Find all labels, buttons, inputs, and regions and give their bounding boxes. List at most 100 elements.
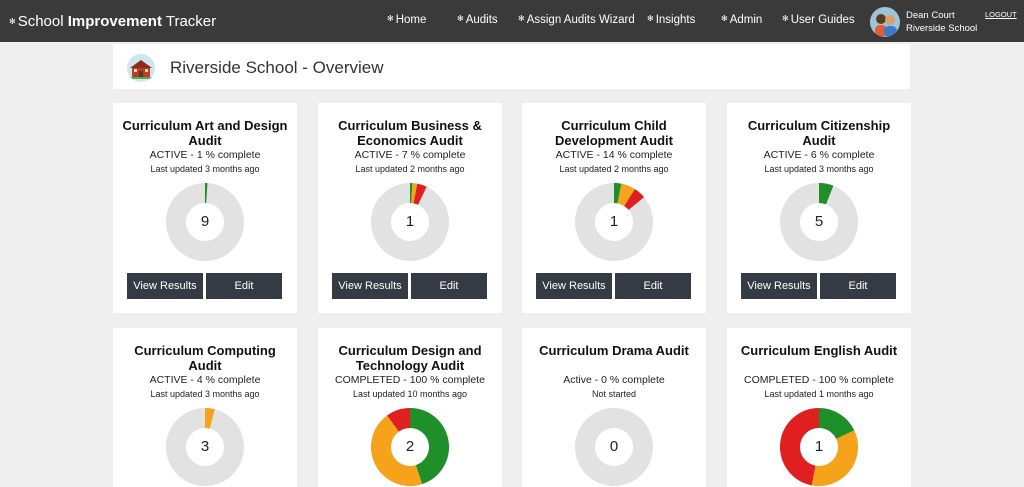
brand-suffix: Tracker bbox=[165, 13, 217, 30]
card-updated: Last updated 3 months ago bbox=[150, 164, 260, 174]
logout-link[interactable]: LOGOUT bbox=[985, 10, 1017, 19]
audit-card: Curriculum Computing Audit ACTIVE - 4 % … bbox=[113, 328, 297, 487]
card-status: ACTIVE - 6 % complete bbox=[763, 149, 875, 161]
star-icon: ✻ bbox=[721, 14, 728, 23]
school-icon bbox=[127, 54, 155, 82]
card-title: Curriculum Drama Audit bbox=[539, 343, 689, 358]
donut-count: 9 bbox=[200, 213, 210, 230]
donut-hole bbox=[187, 204, 223, 240]
nav-home[interactable]: ✻ Home bbox=[387, 14, 426, 26]
edit-button[interactable]: Edit bbox=[206, 273, 282, 299]
nav-insights-label: Insights bbox=[655, 14, 696, 26]
card-title: Curriculum Design and Technology Audit bbox=[338, 343, 482, 373]
donut-hole bbox=[392, 429, 428, 465]
donut-segment-red bbox=[413, 183, 427, 205]
donut-hole bbox=[187, 429, 223, 465]
audit-card: Curriculum Business & Economics Audit AC… bbox=[318, 103, 502, 313]
audit-card: Curriculum Design and Technology Audit C… bbox=[318, 328, 502, 487]
brand-prefix: School bbox=[17, 13, 64, 30]
card-status: COMPLETED - 100 % complete bbox=[335, 374, 485, 386]
donut-segment-orange bbox=[811, 430, 858, 486]
view-results-button[interactable]: View Results bbox=[741, 273, 817, 299]
overview-header: Riverside School - Overview bbox=[113, 44, 910, 89]
audit-card: Curriculum English Audit COMPLETED - 100… bbox=[727, 328, 911, 487]
donut-count: 0 bbox=[609, 438, 619, 455]
nav-user-guides[interactable]: ✻ User Guides bbox=[782, 14, 855, 26]
progress-donut-chart bbox=[371, 408, 449, 486]
user-name: Dean Court bbox=[906, 10, 955, 21]
edit-button[interactable]: Edit bbox=[615, 273, 691, 299]
edit-button[interactable]: Edit bbox=[411, 273, 487, 299]
progress-donut-chart bbox=[780, 183, 858, 261]
donut-segment-green bbox=[613, 183, 622, 204]
star-icon: ✻ bbox=[9, 17, 16, 26]
card-status: ACTIVE - 4 % complete bbox=[149, 374, 261, 386]
card-title: Curriculum Business & Economics Audit bbox=[338, 118, 482, 148]
card-status: ACTIVE - 14 % complete bbox=[555, 149, 673, 161]
user-avatar-icon bbox=[875, 14, 897, 37]
nav-home-label: Home bbox=[395, 14, 427, 26]
card-updated: Last updated 3 months ago bbox=[764, 164, 874, 174]
donut-hole bbox=[596, 429, 632, 465]
donut-count: 2 bbox=[405, 438, 415, 455]
card-updated: Last updated 2 months ago bbox=[559, 164, 669, 174]
audit-card: Curriculum Art and Design Audit ACTIVE -… bbox=[113, 103, 297, 313]
audit-card: Curriculum Child Development Audit ACTIV… bbox=[522, 103, 706, 313]
donut-hole bbox=[801, 429, 837, 465]
card-title: Curriculum Art and Design Audit bbox=[122, 118, 288, 148]
star-icon: ✻ bbox=[387, 14, 394, 23]
donut-count: 5 bbox=[814, 213, 824, 230]
donut-segment-orange bbox=[617, 183, 635, 207]
donut-track bbox=[575, 408, 653, 486]
view-results-button[interactable]: View Results bbox=[536, 273, 612, 299]
edit-button[interactable]: Edit bbox=[820, 273, 896, 299]
nav-insights[interactable]: ✻ Insights bbox=[647, 14, 695, 26]
user-school: Riverside School bbox=[906, 23, 978, 34]
donut-count: 1 bbox=[814, 438, 824, 455]
progress-donut-chart bbox=[371, 183, 449, 261]
nav-assign-label: Assign Audits Wizard bbox=[526, 14, 635, 26]
page-title: Riverside School - Overview bbox=[170, 58, 384, 77]
avatar[interactable] bbox=[870, 7, 900, 37]
card-updated: Last updated 10 months ago bbox=[352, 389, 468, 399]
app-brand[interactable]: ✻ School Improvement Tracker bbox=[9, 13, 216, 30]
donut-segment-orange bbox=[371, 415, 423, 486]
view-results-button[interactable]: View Results bbox=[332, 273, 408, 299]
card-title: Curriculum English Audit bbox=[740, 343, 898, 358]
donut-segment-green bbox=[818, 408, 855, 440]
card-title: Curriculum Child Development Audit bbox=[555, 118, 673, 148]
donut-segment-orange bbox=[204, 408, 215, 429]
brand-bold: Improvement bbox=[67, 13, 162, 30]
nav-audits-label: Audits bbox=[465, 14, 498, 26]
progress-donut-chart bbox=[575, 408, 653, 486]
progress-donut-chart bbox=[166, 183, 244, 261]
card-title: Curriculum Citizenship Audit bbox=[747, 118, 891, 148]
card-status: Active - 0 % complete bbox=[563, 374, 665, 386]
donut-count: 1 bbox=[405, 213, 415, 230]
nav-audits[interactable]: ✻ Audits bbox=[457, 14, 498, 26]
donut-segment-green bbox=[409, 408, 449, 485]
donut-hole bbox=[392, 204, 428, 240]
nav-assign-audits-wizard[interactable]: ✻ Assign Audits Wizard bbox=[518, 14, 635, 26]
view-results-button[interactable]: View Results bbox=[127, 273, 203, 299]
star-icon: ✻ bbox=[647, 14, 654, 23]
donut-count: 1 bbox=[609, 213, 619, 230]
donut-segment-red bbox=[623, 189, 645, 211]
nav-admin[interactable]: ✻ Admin bbox=[721, 14, 762, 26]
card-status: ACTIVE - 7 % complete bbox=[354, 149, 466, 161]
audit-card: Curriculum Drama Audit Active - 0 % comp… bbox=[522, 328, 706, 487]
star-icon: ✻ bbox=[518, 14, 525, 23]
donut-count: 3 bbox=[200, 438, 210, 455]
nav-guides-label: User Guides bbox=[790, 14, 855, 26]
donut-segment-red bbox=[387, 408, 411, 432]
card-updated: Last updated 2 months ago bbox=[355, 164, 465, 174]
progress-donut-chart bbox=[780, 408, 858, 486]
donut-segment-green bbox=[818, 183, 834, 205]
donut-hole bbox=[596, 204, 632, 240]
card-updated: Not started bbox=[591, 389, 637, 399]
card-title: Curriculum Computing Audit bbox=[134, 343, 276, 373]
progress-donut-chart bbox=[575, 183, 653, 261]
top-navbar: ✻ School Improvement Tracker ✻ Home ✻ Audit… bbox=[0, 0, 1024, 42]
donut-hole bbox=[801, 204, 837, 240]
star-icon: ✻ bbox=[457, 14, 464, 23]
